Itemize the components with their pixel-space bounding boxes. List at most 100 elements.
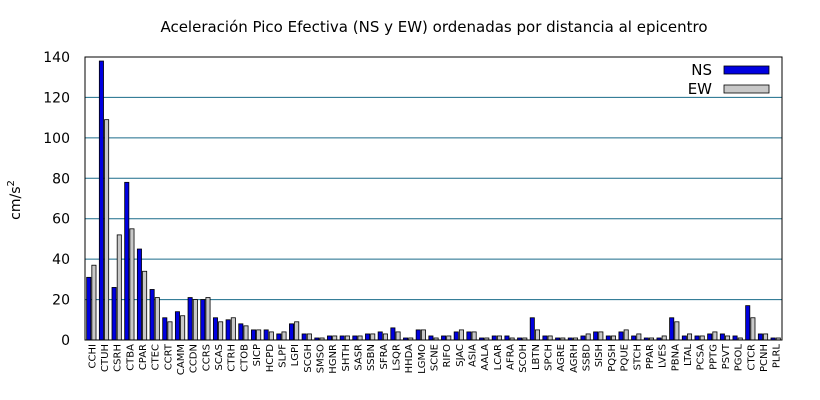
bar-ew-ccrt bbox=[167, 321, 173, 341]
x-tick-label: LVES bbox=[658, 344, 669, 368]
x-tick-label: PQSH bbox=[607, 344, 618, 372]
bar-ew-rifo bbox=[446, 335, 452, 341]
y-tick-label: 0 bbox=[61, 333, 70, 349]
x-tick-label: CTUH bbox=[100, 344, 111, 372]
bar-ns-sasr bbox=[352, 335, 358, 341]
svg-text:cm/s2: cm/s2 bbox=[6, 180, 24, 220]
x-tick-label: AFRA bbox=[506, 344, 517, 370]
bar-ns-pptg bbox=[707, 333, 713, 341]
x-tick-label: LSQR bbox=[391, 344, 402, 371]
bar-ns-sish bbox=[593, 331, 599, 341]
x-tick-label: LBTN bbox=[531, 344, 542, 370]
y-axis-label: cm/s2 bbox=[6, 180, 24, 220]
bar-ew-lsqr bbox=[395, 331, 401, 341]
bar-ew-ctba bbox=[129, 228, 135, 341]
bar-ns-slpf bbox=[276, 333, 282, 341]
x-tick-label: PGOL bbox=[734, 344, 745, 372]
x-tick-label: SCAS bbox=[214, 344, 225, 371]
x-tick-label: PPAR bbox=[645, 344, 656, 369]
x-tick-label: PSVT bbox=[721, 343, 732, 369]
bar-ew-pbna bbox=[674, 321, 680, 341]
bar-ew-ctrh bbox=[230, 317, 236, 341]
x-tick-label: PPTG bbox=[708, 344, 719, 370]
bar-ns-lsqr bbox=[390, 327, 396, 341]
bar-ns-sicp bbox=[250, 329, 256, 341]
bar-ns-ctuh bbox=[98, 60, 104, 341]
bar-ew-sjac bbox=[458, 329, 464, 341]
bar-ns-lgpi bbox=[289, 323, 294, 341]
bar-ns-hgnr bbox=[327, 335, 333, 341]
bar-ew-psvt bbox=[725, 335, 731, 341]
x-tick-label: CTRH bbox=[227, 344, 238, 372]
x-tick-label: AGRE bbox=[556, 344, 567, 372]
bar-ns-sfra bbox=[377, 331, 383, 341]
bar-ns-pque bbox=[618, 331, 624, 341]
bar-ew-ssbd bbox=[585, 333, 591, 341]
bar-ns-ctec bbox=[149, 289, 155, 341]
y-tick-label: 20 bbox=[52, 293, 70, 309]
bar-ew-camm bbox=[180, 315, 186, 341]
bar-ew-ctob bbox=[243, 325, 249, 341]
y-tick-label: 80 bbox=[52, 171, 70, 187]
bar-ns-ctob bbox=[238, 323, 244, 341]
bar-ew-sish bbox=[598, 331, 604, 341]
bar-ew-sicp bbox=[256, 329, 262, 341]
bar-ew-pcnh bbox=[763, 333, 769, 341]
bar-ew-lcar bbox=[496, 335, 502, 341]
bar-ns-ccrs bbox=[200, 299, 206, 341]
bar-ew-pptg bbox=[712, 331, 718, 341]
bar-ns-ctrh bbox=[225, 319, 231, 341]
bar-ew-ccrs bbox=[205, 297, 211, 341]
bar-ns-hcpd bbox=[263, 329, 269, 341]
bar-ns-spch bbox=[542, 335, 548, 341]
bar-ns-asia bbox=[466, 331, 472, 341]
x-tick-label: PLRL bbox=[772, 344, 783, 369]
bar-ew-spch bbox=[547, 335, 553, 341]
bar-ns-pqsh bbox=[605, 335, 611, 341]
bar-ew-scgh bbox=[306, 333, 312, 341]
bar-ns-pgol bbox=[732, 335, 738, 341]
y-tick-label: 60 bbox=[52, 212, 70, 228]
bar-ew-cchi bbox=[91, 264, 97, 341]
bar-ew-shth bbox=[344, 335, 350, 341]
bar-ns-sjac bbox=[453, 331, 459, 341]
bar-ew-ctec bbox=[154, 297, 160, 341]
y-tick-label: 100 bbox=[43, 131, 70, 147]
bar-ns-cchi bbox=[86, 276, 92, 341]
bar-ew-hgnr bbox=[332, 335, 338, 341]
legend-label-ew: EW bbox=[688, 80, 712, 98]
x-tick-label: SSBD bbox=[582, 344, 593, 372]
bar-ew-lgpi bbox=[294, 321, 300, 341]
bar-ns-lgmo bbox=[415, 329, 421, 341]
bar-ns-csrh bbox=[111, 287, 117, 341]
bar-ew-ctcr bbox=[750, 317, 756, 341]
bar-ns-ssbd bbox=[580, 335, 586, 341]
bar-ns-scas bbox=[212, 317, 218, 341]
x-tick-label: AALA bbox=[480, 344, 491, 371]
bar-ns-ctcr bbox=[745, 305, 751, 341]
x-tick-label: SMSO bbox=[315, 344, 326, 373]
bar-ns-lbtn bbox=[529, 317, 535, 341]
x-tick-label: SCGH bbox=[303, 344, 314, 373]
bars bbox=[86, 60, 781, 341]
bar-ew-ctuh bbox=[104, 119, 110, 341]
x-tick-label: SCOH bbox=[518, 344, 529, 373]
x-tick-label: CCDN bbox=[189, 344, 200, 373]
x-tick-label: SJAC bbox=[455, 344, 466, 367]
bar-ns-psvt bbox=[719, 333, 725, 341]
bar-ew-stch bbox=[636, 333, 642, 341]
bar-ns-ccrt bbox=[162, 317, 168, 341]
x-tick-label: SISH bbox=[594, 344, 605, 367]
bar-ew-csrh bbox=[116, 234, 122, 341]
x-tick-label: ASIA bbox=[468, 344, 479, 367]
x-tick-label: CTCR bbox=[746, 344, 757, 370]
y-axis-label-superscript: 2 bbox=[6, 180, 17, 186]
bar-ew-asia bbox=[471, 331, 477, 341]
legend-swatch-ew bbox=[723, 84, 770, 94]
x-tick-label: PCSA bbox=[696, 344, 707, 371]
bar-ew-ccdn bbox=[192, 299, 198, 341]
gridlines bbox=[85, 96, 782, 301]
x-tick-label: SSBN bbox=[366, 344, 377, 371]
